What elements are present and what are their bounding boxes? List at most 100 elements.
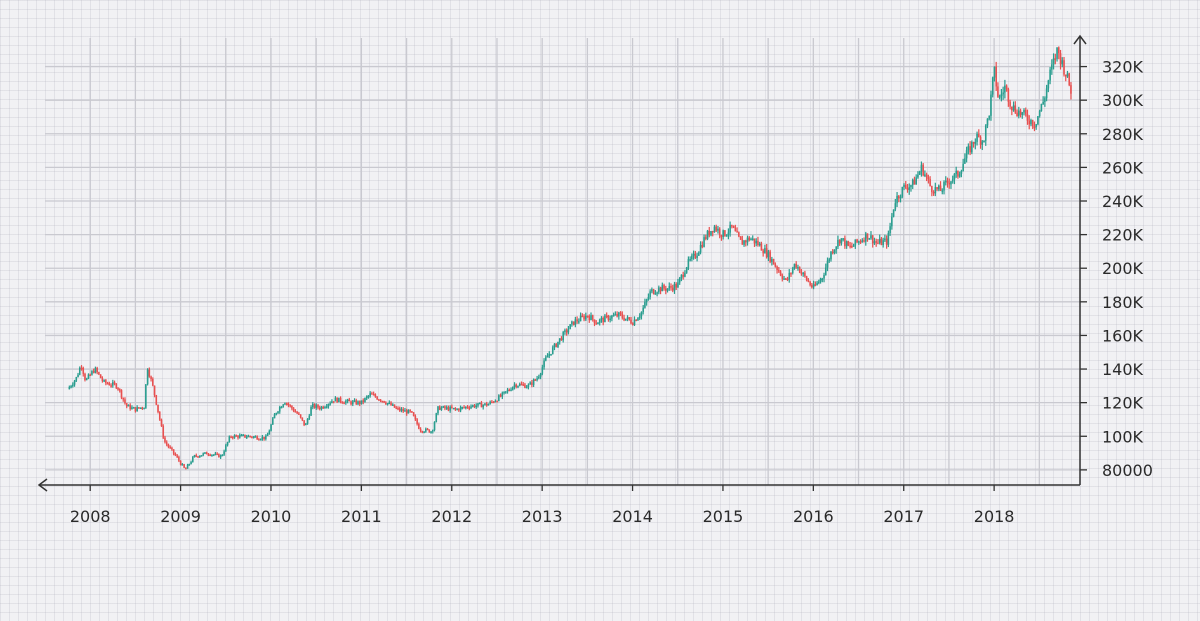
- candle-up: [852, 245, 855, 247]
- candle-down: [395, 407, 398, 410]
- candle-down: [508, 389, 511, 392]
- candle-down: [628, 317, 631, 320]
- candle-up: [823, 275, 825, 279]
- candle-down: [110, 385, 112, 387]
- candle-down: [630, 319, 632, 324]
- y-tick-label: 320K: [1102, 58, 1144, 77]
- candle-down: [652, 289, 655, 294]
- candle-down: [744, 240, 747, 243]
- candle-down: [621, 314, 624, 318]
- candle-down: [734, 227, 737, 232]
- candle-down: [428, 429, 431, 433]
- candle-down: [774, 264, 777, 267]
- candle-down: [849, 245, 851, 248]
- candle-up: [68, 387, 71, 390]
- candle-up: [746, 237, 749, 243]
- candle-up: [618, 312, 620, 317]
- candle-up: [1052, 58, 1055, 65]
- candle-down: [172, 449, 175, 454]
- candle-up: [624, 318, 627, 321]
- candle-down: [784, 278, 787, 280]
- x-tick-label: 2017: [883, 507, 924, 526]
- candle-up: [278, 407, 281, 412]
- candle-up: [678, 278, 681, 283]
- y-tick-label: 260K: [1102, 158, 1144, 177]
- candle-up: [273, 414, 276, 419]
- candle-up: [896, 195, 898, 204]
- candle-up: [842, 238, 844, 240]
- candle-down: [496, 400, 498, 403]
- y-tick-label: 240K: [1102, 192, 1144, 211]
- candle-down: [411, 411, 413, 413]
- candle-down: [605, 315, 608, 318]
- candle-down: [847, 241, 850, 246]
- candle-down: [291, 405, 293, 409]
- candle-down: [405, 410, 408, 414]
- candle-up: [357, 401, 359, 405]
- candle-down: [1031, 120, 1034, 127]
- candle-up: [1012, 105, 1015, 111]
- candle-down: [129, 404, 131, 410]
- candle-down: [1009, 101, 1011, 107]
- candle-up: [854, 239, 857, 246]
- candle-up: [953, 173, 956, 180]
- candle-down: [499, 395, 502, 397]
- candle-up: [228, 436, 231, 443]
- candle-down: [237, 435, 239, 438]
- candle-up: [1045, 88, 1048, 99]
- candle-up: [991, 77, 994, 95]
- candle-up: [680, 274, 683, 279]
- candle-down: [84, 373, 86, 380]
- candle-up: [475, 405, 478, 408]
- candle-up: [788, 272, 791, 280]
- candle-down: [1019, 110, 1022, 115]
- candle-down: [162, 426, 165, 438]
- candle-up: [280, 406, 283, 409]
- candle-up: [699, 245, 702, 253]
- candle-down: [623, 317, 625, 321]
- candle-up: [642, 307, 644, 312]
- candle-down: [451, 406, 453, 409]
- candle-down: [711, 230, 714, 233]
- candle-up: [1047, 80, 1050, 89]
- axes: [37, 34, 1087, 492]
- candle-down: [913, 179, 916, 185]
- candle-up: [645, 299, 648, 303]
- candle-up: [186, 464, 189, 469]
- candle-up: [345, 401, 347, 404]
- candle-up: [706, 230, 709, 239]
- candle-up: [951, 179, 954, 182]
- candle-down: [807, 280, 810, 282]
- candle-up: [1049, 69, 1051, 81]
- candle-up: [833, 249, 836, 253]
- candle-up: [685, 267, 688, 273]
- candle-up: [600, 318, 603, 320]
- candle-up: [1061, 60, 1064, 65]
- y-tick-label: 300K: [1102, 91, 1144, 110]
- candle-down: [289, 405, 291, 407]
- candle-up: [539, 373, 542, 377]
- candle-down: [108, 383, 111, 386]
- candle-up: [252, 436, 255, 438]
- candle-down: [195, 455, 198, 457]
- candle-up: [181, 464, 184, 466]
- candle-down: [522, 384, 524, 386]
- candle-up: [1066, 73, 1069, 77]
- candle-down: [704, 237, 707, 239]
- candle-up: [640, 311, 643, 317]
- candle-up: [308, 415, 311, 420]
- candle-up: [703, 237, 705, 247]
- candle-up: [204, 452, 206, 454]
- candle-down: [376, 396, 378, 400]
- candle-up: [637, 318, 639, 321]
- candle-up: [284, 403, 286, 405]
- candle-up: [944, 180, 947, 183]
- candle-up: [270, 424, 272, 431]
- candle-down: [80, 367, 83, 370]
- candle-down: [421, 431, 424, 433]
- candle-up: [240, 434, 243, 437]
- candle-up: [435, 413, 438, 423]
- candle-down: [120, 390, 123, 398]
- candle-down: [416, 419, 418, 425]
- candle-up: [574, 319, 577, 325]
